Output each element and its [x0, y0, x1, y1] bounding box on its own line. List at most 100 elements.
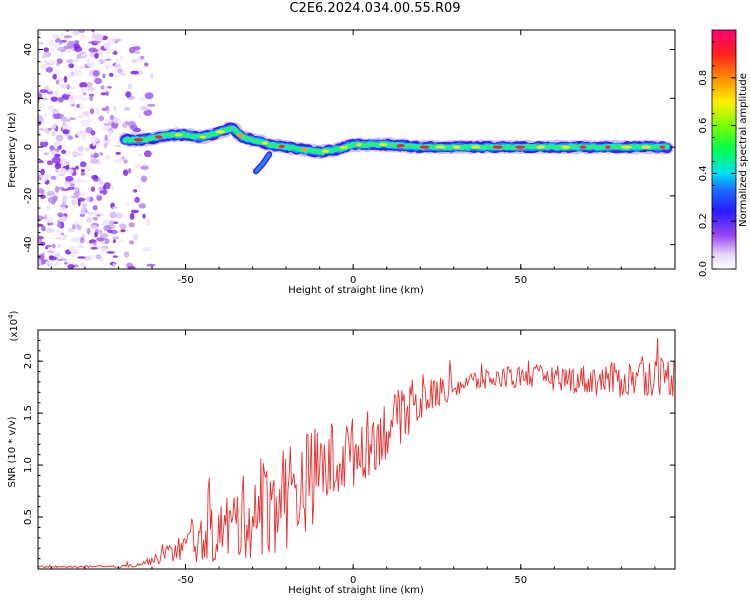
- heatmap-noise-cell: [105, 50, 111, 56]
- heatmap-noise-cell: [53, 140, 62, 147]
- heatmap-noise-cell: [114, 212, 124, 219]
- heatmap-noise-cell: [46, 160, 54, 166]
- heatmap-noise-cell: [38, 102, 44, 109]
- heatmap-noise-cell: [101, 222, 107, 226]
- heatmap-noise-cell: [133, 189, 138, 193]
- heatmap-noise-cell: [119, 223, 127, 230]
- heatmap-noise-cell: [71, 236, 78, 243]
- heatmap-noise-cell: [77, 256, 86, 259]
- heatmap-noise-cell: [61, 202, 66, 208]
- heatmap-noise-cell: [53, 253, 61, 257]
- heatmap-noise-cell: [150, 72, 154, 79]
- heatmap-noise-cell: [140, 165, 149, 171]
- heatmap-noise-cell: [88, 212, 92, 217]
- y-tick-label: 40: [23, 43, 34, 56]
- heatmap-noise-cell: [54, 185, 60, 193]
- heatmap-noise-cell: [71, 199, 77, 205]
- heatmap-noise-cell: [63, 182, 71, 187]
- heatmap-noise-cell: [100, 85, 105, 90]
- heatmap-noise-cell: [128, 222, 135, 228]
- colorbar-gradient: [711, 29, 737, 270]
- heatmap-noise-cell: [127, 266, 136, 269]
- heatmap-noise-cell: [133, 46, 141, 51]
- heatmap-noise-cell: [108, 220, 114, 226]
- heatmap-noise-cell: [112, 206, 118, 210]
- heatmap-hot-cell: [452, 145, 461, 149]
- spectrogram-frame: [37, 29, 676, 270]
- spectrogram-x-axis-label: Height of straight line (km): [288, 285, 424, 296]
- heatmap-noise-cell: [38, 174, 43, 177]
- x-tick-label: 0: [350, 275, 356, 286]
- heatmap-noise-cell: [139, 105, 149, 112]
- heatmap-noise-cell: [73, 191, 81, 197]
- snr-y-multiplier: (x104): [7, 310, 20, 341]
- heatmap-ridge-band: [123, 126, 669, 155]
- heatmap-noise-cell: [56, 222, 62, 228]
- heatmap-noise-cell: [76, 103, 80, 108]
- x-tick-label: 50: [514, 575, 527, 586]
- heatmap-hot-cell: [492, 145, 503, 149]
- heatmap-noise-cell: [65, 175, 74, 182]
- heatmap-noise-cell: [90, 225, 98, 230]
- heatmap-noise-cell: [82, 111, 89, 116]
- heatmap-noise-cell: [101, 126, 110, 131]
- heatmap-noise-cell: [138, 203, 147, 209]
- heatmap-noise-cell: [144, 92, 154, 100]
- heatmap-noise-cell: [85, 217, 92, 223]
- heatmap-noise-cell: [143, 150, 152, 158]
- heatmap-noise-cell: [129, 212, 135, 220]
- heatmap-noise-cell: [79, 161, 87, 168]
- heatmap-noise-cell: [62, 129, 69, 135]
- spectrogram-axes: -50 0 50 -40 -20 0 20 40: [23, 30, 675, 286]
- heatmap-noise-cell: [107, 229, 114, 234]
- heatmap-noise-cell: [80, 119, 90, 127]
- heatmap-hot-cell: [579, 145, 587, 149]
- heatmap-noise-cell: [45, 66, 54, 73]
- heatmap-noise-cell: [86, 61, 96, 68]
- heatmap-noise-cell: [78, 180, 87, 183]
- heatmap-noise-cell: [57, 255, 64, 260]
- colorbar-ticks: 0.0 0.2 0.4 0.6 0.8: [698, 41, 736, 277]
- heatmap-hot-cell: [561, 145, 571, 149]
- heatmap-noise-cell: [98, 50, 104, 56]
- heatmap-noise-cell: [70, 183, 75, 187]
- heatmap-noise-cell: [96, 237, 105, 242]
- heatmap-noise-cell: [41, 225, 46, 232]
- y-tick-label: 1.5: [23, 405, 34, 421]
- heatmap-noise-cell: [83, 174, 90, 178]
- heatmap-noise-cell: [129, 124, 138, 130]
- heatmap-noise-cell: [52, 112, 62, 120]
- heatmap-noise-cell: [139, 55, 145, 60]
- snr-series-line: [38, 337, 675, 569]
- heatmap-noise-cell: [79, 114, 86, 119]
- heatmap-noise-layer: [38, 30, 156, 269]
- heatmap-noise-cell: [114, 38, 122, 42]
- heatmap-noise-cell: [124, 107, 131, 111]
- heatmap-noise-cell: [44, 172, 49, 176]
- heatmap-noise-cell: [71, 152, 79, 157]
- snr-panel: -50 0 50 0.5 1.0 1.5 2.0 Height of straight li…: [7, 310, 676, 596]
- heatmap-hot-cell: [134, 138, 144, 142]
- heatmap-noise-cell: [55, 63, 61, 66]
- heatmap-noise-cell: [97, 229, 103, 234]
- heatmap-noise-cell: [137, 153, 142, 157]
- heatmap-noise-cell: [51, 33, 59, 40]
- heatmap-noise-cell: [99, 213, 105, 216]
- heatmap-noise-cell: [40, 168, 45, 176]
- x-tick-label: 0: [350, 575, 356, 586]
- heatmap-noise-cell: [114, 158, 123, 164]
- heatmap-noise-cell: [44, 59, 48, 64]
- heatmap-noise-cell: [39, 140, 49, 148]
- heatmap-noise-cell: [109, 211, 117, 219]
- heatmap-noise-cell: [92, 49, 99, 53]
- heatmap-noise-cell: [41, 54, 47, 59]
- heatmap-noise-cell: [98, 186, 104, 191]
- y-tick-label: -40: [23, 236, 34, 252]
- heatmap-noise-cell: [80, 236, 85, 244]
- heatmap-noise-cell: [103, 225, 112, 232]
- heatmap-noise-cell: [123, 169, 129, 177]
- heatmap-noise-cell: [43, 112, 48, 118]
- heatmap-noise-cell: [63, 75, 68, 83]
- heatmap-noise-cell: [86, 227, 91, 235]
- heatmap-noise-cell: [54, 153, 61, 158]
